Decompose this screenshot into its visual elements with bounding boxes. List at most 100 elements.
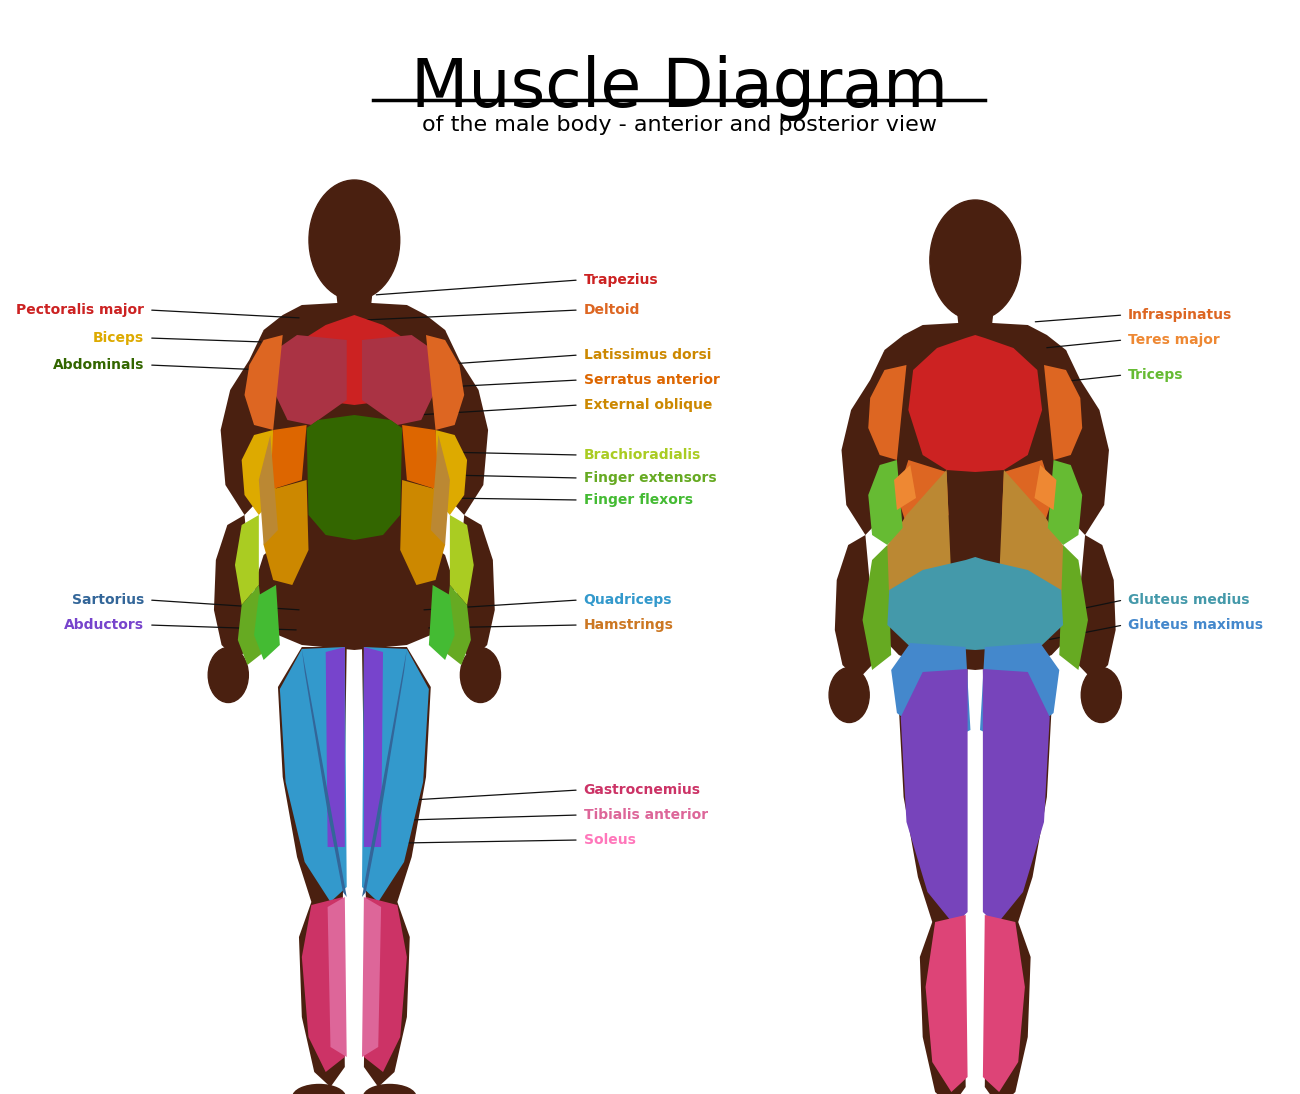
Polygon shape	[238, 585, 266, 665]
Text: External oblique: External oblique	[584, 398, 712, 412]
Polygon shape	[983, 667, 1052, 936]
Ellipse shape	[460, 648, 500, 702]
Ellipse shape	[364, 1084, 416, 1094]
Polygon shape	[870, 322, 1080, 590]
Polygon shape	[862, 545, 892, 670]
Text: Latissimus dorsi: Latissimus dorsi	[584, 348, 711, 362]
Text: Sartorius: Sartorius	[72, 593, 144, 607]
Ellipse shape	[930, 200, 1021, 321]
Polygon shape	[361, 897, 381, 1057]
Text: Tibialis anterior: Tibialis anterior	[584, 808, 707, 822]
Text: Brachioradialis: Brachioradialis	[584, 449, 701, 462]
Polygon shape	[364, 647, 384, 847]
Polygon shape	[1035, 465, 1057, 510]
Polygon shape	[364, 897, 410, 1087]
Polygon shape	[328, 897, 347, 1057]
Text: Muscle Diagram: Muscle Diagram	[411, 55, 948, 121]
Text: Abductors: Abductors	[64, 618, 144, 632]
Polygon shape	[280, 647, 347, 901]
Polygon shape	[307, 415, 402, 540]
Polygon shape	[920, 917, 966, 1094]
Text: Teres major: Teres major	[1128, 333, 1219, 347]
Polygon shape	[268, 335, 347, 424]
Polygon shape	[361, 335, 441, 424]
Polygon shape	[299, 897, 344, 1087]
Polygon shape	[254, 585, 280, 660]
Polygon shape	[337, 295, 372, 330]
Polygon shape	[897, 459, 949, 535]
Polygon shape	[235, 515, 259, 605]
Text: Triceps: Triceps	[1128, 368, 1183, 382]
Polygon shape	[892, 643, 971, 737]
Polygon shape	[894, 465, 916, 510]
Polygon shape	[884, 470, 952, 625]
Polygon shape	[980, 643, 1060, 737]
Polygon shape	[264, 480, 308, 585]
Text: Biceps: Biceps	[94, 331, 144, 345]
Polygon shape	[1002, 459, 1053, 535]
Polygon shape	[888, 557, 1063, 650]
Polygon shape	[442, 585, 471, 665]
Polygon shape	[244, 335, 282, 430]
Polygon shape	[450, 515, 473, 605]
Polygon shape	[270, 424, 307, 490]
Polygon shape	[841, 350, 889, 535]
Polygon shape	[898, 667, 967, 936]
Polygon shape	[441, 330, 488, 515]
Text: Abdominals: Abdominals	[53, 358, 144, 372]
Text: Trapezius: Trapezius	[584, 274, 658, 287]
Polygon shape	[835, 535, 876, 680]
Text: Soleus: Soleus	[584, 833, 636, 847]
Polygon shape	[983, 670, 1049, 926]
Polygon shape	[909, 335, 1043, 472]
Polygon shape	[259, 435, 278, 545]
Polygon shape	[452, 515, 495, 660]
Polygon shape	[868, 365, 906, 459]
Polygon shape	[868, 459, 902, 545]
Text: Deltoid: Deltoid	[584, 303, 640, 317]
Polygon shape	[1000, 470, 1066, 625]
Polygon shape	[326, 647, 344, 847]
Polygon shape	[985, 917, 1031, 1094]
Polygon shape	[302, 649, 347, 897]
Text: Serratus anterior: Serratus anterior	[584, 373, 719, 387]
Polygon shape	[1061, 350, 1109, 535]
Ellipse shape	[292, 1084, 346, 1094]
Polygon shape	[901, 670, 967, 926]
Polygon shape	[1060, 545, 1088, 670]
Ellipse shape	[208, 648, 248, 702]
Polygon shape	[302, 897, 344, 1072]
Polygon shape	[221, 330, 268, 515]
Ellipse shape	[1082, 667, 1122, 722]
Polygon shape	[875, 545, 1075, 670]
Text: of the male body - anterior and posterior view: of the male body - anterior and posterio…	[421, 115, 936, 135]
Polygon shape	[426, 335, 464, 430]
Polygon shape	[926, 915, 967, 1092]
Text: Finger flexors: Finger flexors	[584, 493, 693, 507]
Polygon shape	[361, 647, 429, 901]
Polygon shape	[402, 424, 438, 490]
Polygon shape	[242, 430, 276, 515]
Polygon shape	[1044, 365, 1082, 459]
Text: Gastrocnemius: Gastrocnemius	[584, 783, 701, 798]
Text: Gluteus medius: Gluteus medius	[1128, 593, 1249, 607]
Text: Gluteus maximus: Gluteus maximus	[1128, 618, 1264, 632]
Polygon shape	[250, 302, 459, 570]
Polygon shape	[254, 525, 455, 650]
Text: Infraspinatus: Infraspinatus	[1128, 309, 1232, 322]
Polygon shape	[361, 649, 407, 897]
Polygon shape	[958, 315, 992, 350]
Polygon shape	[214, 515, 256, 660]
Polygon shape	[400, 480, 445, 585]
Polygon shape	[364, 897, 407, 1072]
Ellipse shape	[309, 181, 399, 300]
Polygon shape	[983, 915, 1024, 1092]
Text: Pectoralis major: Pectoralis major	[16, 303, 144, 317]
Polygon shape	[296, 315, 412, 405]
Polygon shape	[433, 430, 467, 515]
Polygon shape	[361, 647, 430, 917]
Polygon shape	[1048, 459, 1082, 545]
Text: Quadriceps: Quadriceps	[584, 593, 672, 607]
Text: Hamstrings: Hamstrings	[584, 618, 673, 632]
Polygon shape	[430, 435, 450, 545]
